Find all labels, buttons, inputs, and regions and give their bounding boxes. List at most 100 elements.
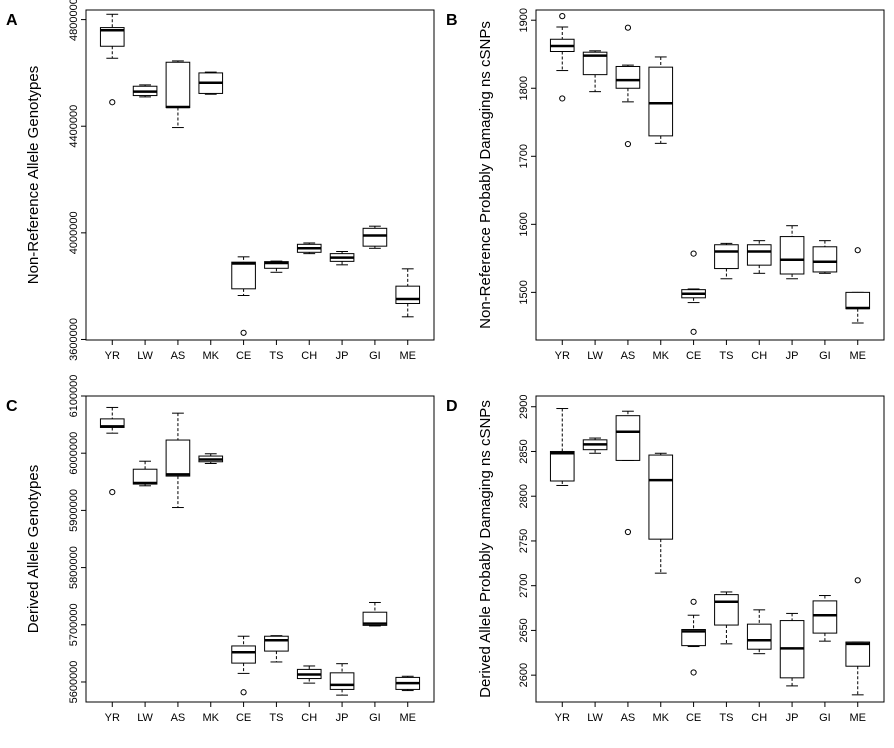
iqr-box <box>812 600 838 634</box>
y-tick-label: 6000000 <box>68 432 80 475</box>
y-tick-label: 1800 <box>518 76 530 100</box>
outlier-point <box>690 598 697 605</box>
iqr-box <box>615 65 641 89</box>
panel-letter: A <box>6 12 18 29</box>
outlier-point <box>109 99 116 106</box>
x-tick-label: MK <box>203 712 220 724</box>
panel-letter: C <box>6 398 18 415</box>
box-gi: GI <box>812 240 838 362</box>
x-tick-label: AS <box>171 712 186 724</box>
x-tick-label: JP <box>786 350 799 362</box>
y-tick-label: 1700 <box>518 144 530 168</box>
x-tick-label: JP <box>786 712 799 724</box>
iqr-box <box>845 641 871 667</box>
x-tick-label: CH <box>301 712 317 724</box>
box-gi: GI <box>362 601 388 724</box>
x-tick-label: LW <box>137 712 153 724</box>
x-tick-label: JP <box>336 712 349 724</box>
x-tick-label: LW <box>587 712 603 724</box>
box-yr: YR <box>549 408 575 724</box>
y-tick-label: 2900 <box>518 394 530 418</box>
x-tick-label: MK <box>203 350 220 362</box>
box-jp: JP <box>329 663 355 724</box>
iqr-box <box>615 415 641 461</box>
outlier-point <box>109 488 116 496</box>
x-tick-label: YR <box>555 350 570 362</box>
box-jp: JP <box>779 225 805 362</box>
box-me: ME <box>845 247 871 362</box>
y-tick-label: 2850 <box>518 439 530 463</box>
iqr-box <box>582 51 608 76</box>
y-tick-label: 1500 <box>518 280 530 304</box>
y-tick-label: 4800000 <box>68 0 80 41</box>
panel-c: C Derived Allele Genotypes 5600000 5700000 5… <box>6 375 435 724</box>
x-tick-label: TS <box>719 350 733 362</box>
box-ch: CH <box>746 240 772 362</box>
box-mk: MK <box>198 71 224 362</box>
plot-frame <box>535 395 885 703</box>
box-mk: MK <box>198 453 224 724</box>
x-tick-label: CH <box>751 350 767 362</box>
outlier-point <box>624 140 632 148</box>
box-jp: JP <box>779 612 805 724</box>
x-tick-label: LW <box>137 350 153 362</box>
x-tick-label: AS <box>621 350 636 362</box>
y-tick-label: 2750 <box>518 529 530 553</box>
box-ce: CE <box>231 256 256 362</box>
box-yr: YR <box>99 13 125 362</box>
outlier-point <box>854 247 861 254</box>
outlier-point <box>690 328 697 335</box>
x-tick-label: CE <box>236 712 251 724</box>
box-ts: TS <box>264 635 289 724</box>
box-lw: LW <box>132 460 158 724</box>
iqr-box <box>779 236 805 275</box>
box-lw: LW <box>132 84 158 362</box>
outlier-point <box>690 669 697 676</box>
box-ts: TS <box>714 591 739 724</box>
x-tick-label: CE <box>686 712 701 724</box>
plot-frame <box>85 9 435 341</box>
x-tick-label: TS <box>719 712 733 724</box>
box-me: ME <box>395 268 421 362</box>
iqr-box <box>329 672 355 690</box>
box-as: AS <box>615 410 641 724</box>
box-lw: LW <box>582 50 608 362</box>
panel-b: B Non-Reference Probably Damaging ns cSNP… <box>446 8 885 362</box>
x-tick-label: ME <box>849 712 866 724</box>
y-axis-label: Non-Reference Probably Damaging ns cSNPs <box>477 21 494 329</box>
box-lw: LW <box>582 437 608 724</box>
y-tick-label: 1600 <box>518 212 530 236</box>
x-tick-label: JP <box>336 350 349 362</box>
outlier-point <box>559 13 566 20</box>
box-ch: CH <box>746 609 772 724</box>
panel-letter: B <box>446 12 458 29</box>
iqr-box <box>231 645 256 664</box>
x-tick-label: ME <box>399 350 416 362</box>
iqr-box <box>362 227 388 247</box>
x-tick-label: CH <box>301 350 317 362</box>
box-ce: CE <box>681 250 706 362</box>
y-tick-label: 3600000 <box>68 318 80 361</box>
iqr-box <box>549 450 575 482</box>
x-tick-label: AS <box>621 712 636 724</box>
panel-d: D Derived Allele Probably Damaging ns cSN… <box>446 394 885 724</box>
box-ce: CE <box>681 598 706 724</box>
x-tick-label: CE <box>686 350 701 362</box>
outlier-point <box>854 577 861 584</box>
iqr-box <box>681 629 706 647</box>
panel-a: A Non-Reference Allele Genotypes 3600000 40… <box>6 0 435 362</box>
box-ch: CH <box>296 242 322 362</box>
iqr-box <box>264 261 289 269</box>
x-tick-label: CH <box>751 712 767 724</box>
y-tick-label: 5800000 <box>68 546 80 589</box>
iqr-box <box>165 439 191 477</box>
iqr-box <box>648 454 674 540</box>
box-ts: TS <box>714 242 739 362</box>
x-tick-label: YR <box>555 712 570 724</box>
x-tick-label: MK <box>653 712 670 724</box>
x-tick-label: TS <box>269 350 283 362</box>
x-tick-label: TS <box>269 712 283 724</box>
iqr-box <box>264 635 289 652</box>
box-mk: MK <box>648 56 674 362</box>
